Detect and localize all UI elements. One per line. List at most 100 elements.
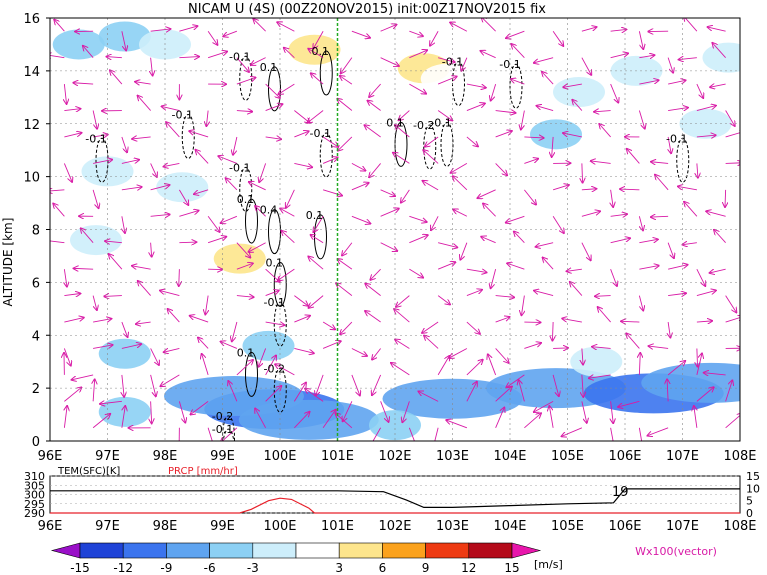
precip-tick-label: 0 (746, 507, 753, 520)
wind-vector (311, 73, 324, 85)
wind-vector (466, 290, 482, 297)
wind-vector (207, 52, 227, 59)
wind-vector (223, 30, 238, 36)
wind-vector (449, 348, 468, 357)
wind-vector (64, 293, 80, 295)
colorbar-tick-label: -3 (247, 561, 259, 575)
contour-line (273, 301, 287, 347)
wind-vector (704, 373, 726, 375)
surface-x-tick-label: 108E (723, 519, 756, 534)
wind-vector (322, 321, 335, 329)
wind-vector (725, 131, 740, 138)
wind-vector (179, 269, 180, 286)
wind-vector (668, 80, 685, 85)
wind-vector (92, 414, 110, 429)
wind-vector (495, 296, 514, 298)
wind-vector (423, 150, 439, 164)
wind-vector (437, 356, 449, 376)
shaded-region (98, 338, 151, 369)
wind-vector (651, 162, 669, 164)
wind-vector (610, 29, 627, 31)
temperature-tick-label: 295 (24, 498, 45, 511)
wind-vector (351, 30, 370, 38)
wind-vector (708, 27, 726, 32)
wind-vector (236, 111, 252, 112)
wind-vector (581, 211, 600, 217)
wind-vector (338, 259, 353, 270)
wind-vector (667, 57, 673, 73)
wind-vector (570, 282, 583, 296)
y-tick-label: 0 (32, 435, 40, 450)
wind-vector (639, 216, 643, 230)
wind-vector (343, 401, 353, 421)
wind-vector (121, 187, 142, 190)
wind-vector (311, 235, 324, 244)
wind-vector (638, 427, 643, 441)
wind-vector (408, 427, 415, 441)
wind-vector (626, 333, 640, 349)
wind-vector (233, 136, 238, 155)
wind-vector (370, 268, 381, 280)
wind-vector (610, 427, 614, 441)
contour-line (509, 63, 523, 109)
wind-vector (638, 110, 644, 129)
colorbar-tick-label: 12 (461, 561, 476, 575)
colorbar-swatch (252, 542, 297, 559)
wind-vector (179, 26, 197, 32)
wind-vector (265, 104, 283, 111)
x-tick-label: 103E (436, 449, 469, 464)
colorbar-swatch (295, 542, 340, 559)
shaded-region (641, 362, 740, 403)
wind-vector (434, 427, 439, 441)
wind-vector (380, 242, 398, 251)
wind-vector (307, 110, 324, 123)
wind-vector (207, 237, 226, 244)
wind-vector (563, 133, 582, 138)
wind-vector (582, 374, 583, 397)
wind-vector (696, 321, 712, 322)
wind-vector (92, 295, 97, 310)
wind-vector (495, 408, 505, 428)
wind-vector (506, 374, 525, 388)
wind-vector (265, 137, 281, 139)
wind-vector (64, 387, 81, 402)
wind-vector (251, 57, 266, 65)
wind-vector (668, 265, 687, 270)
wind-vector (121, 344, 141, 349)
wind-vector (514, 232, 525, 244)
wind-vector (121, 31, 126, 50)
wind-vector (369, 83, 381, 97)
wind-vector (694, 406, 697, 428)
wind-vector (592, 347, 611, 349)
contour-label: -0.2 (264, 362, 285, 375)
precip-axis-label: PRCP [mm/hr] (168, 466, 238, 477)
wind-vector (342, 242, 353, 256)
wind-vector (198, 338, 209, 349)
wind-vector (409, 268, 423, 277)
temperature-tick-label: 290 (24, 507, 45, 520)
colorbar-swatch (338, 542, 383, 559)
wind-vector (226, 178, 238, 191)
wind-vector (549, 406, 554, 428)
wind-vector (280, 208, 295, 217)
shaded-region (242, 330, 295, 361)
wind-vector (552, 185, 569, 191)
wind-vector (453, 176, 468, 191)
wind-vector (340, 76, 353, 85)
wind-vector (322, 157, 337, 164)
surface-x-ticks: 96E 97E 98E 99E 100E 101E 102E 103E 104E 105E 106E… (38, 519, 757, 534)
wind-vector (105, 241, 122, 243)
wind-vector (495, 131, 512, 138)
wind-vector (259, 348, 267, 366)
wind-vector (322, 410, 336, 429)
wind-vector (53, 204, 65, 217)
wind-vector (308, 49, 324, 59)
wind-vector (121, 406, 125, 428)
contour-label: 0.1 (237, 346, 255, 359)
wind-vector (563, 84, 582, 87)
vector-scale-label: Wx100(vector) (635, 545, 717, 558)
wind-vector (621, 321, 640, 322)
